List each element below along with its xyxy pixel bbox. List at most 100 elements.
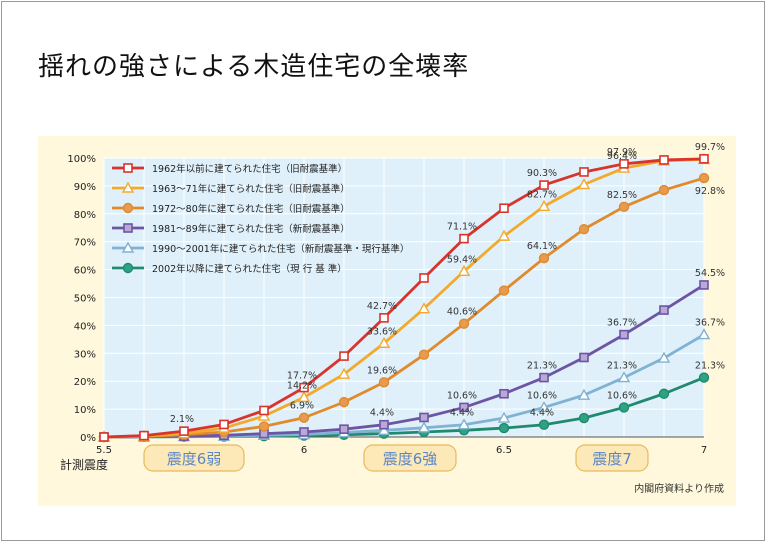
intensity-band: 震度6強 <box>363 444 457 472</box>
chart-svg: 0% 10% 20% 30% 40% 50% 60% 70% 80% 90% 100% 5.5 6 6.5… <box>60 142 725 495</box>
legend-entry: 2002年以降に建てられた住宅（現 行 基 準） <box>112 262 347 275</box>
data-point <box>297 390 311 403</box>
y-tick-label: 20% <box>74 377 96 388</box>
x-tick-label: 6.5 <box>496 445 512 456</box>
data-point <box>659 305 669 315</box>
data-point <box>298 412 310 423</box>
data-point <box>459 233 469 244</box>
data-point <box>578 412 590 424</box>
data-point <box>577 388 591 400</box>
data-point <box>377 336 391 348</box>
data-point <box>378 377 390 388</box>
data-point <box>658 388 670 399</box>
data-point <box>122 202 134 214</box>
legend-entry: 1962年以前に建てられた住宅（旧耐震基準） <box>112 163 347 175</box>
data-label: 21.3% <box>607 361 637 372</box>
x-tick-label: 7 <box>701 445 707 456</box>
data-label: 17.7% <box>287 371 317 382</box>
data-point <box>179 426 189 436</box>
data-label: 10.6% <box>607 390 637 401</box>
data-point <box>538 252 550 264</box>
source-note: 内閣府資料より作成 <box>634 482 724 495</box>
data-point <box>379 419 389 430</box>
data-label: 92.8% <box>695 186 725 197</box>
data-point <box>579 352 589 363</box>
chart-panel: 0% 10% 20% 30% 40% 50% 60% 70% 80% 90% 100% 5.5 6 6.5… <box>38 136 736 506</box>
data-label: 33.6% <box>367 326 397 337</box>
band-label: 震度6弱 <box>167 450 222 468</box>
data-point <box>258 421 270 432</box>
intensity-band: 震度7 <box>575 444 649 472</box>
data-point <box>658 184 670 196</box>
x-tick-label: 6 <box>301 445 307 456</box>
data-point <box>337 367 351 379</box>
data-point <box>379 313 389 323</box>
data-point <box>121 241 135 253</box>
y-tick-label: 30% <box>74 349 96 360</box>
band-badge <box>575 444 649 472</box>
data-point <box>619 159 629 169</box>
data-label: 36.7% <box>607 318 637 329</box>
data-point <box>659 155 669 165</box>
data-point <box>257 409 271 421</box>
data-label: 2.1% <box>170 414 194 425</box>
data-point <box>417 421 431 433</box>
data-label: 59.4% <box>447 254 477 265</box>
y-tick-label: 80% <box>74 210 96 221</box>
data-label: 71.1% <box>447 222 477 233</box>
data-label: 14.2% <box>287 380 317 391</box>
data-label: 42.7% <box>367 301 397 312</box>
data-point <box>417 302 431 314</box>
data-point <box>497 411 511 423</box>
data-point <box>123 163 133 173</box>
data-point <box>618 402 630 413</box>
data-point <box>339 424 349 434</box>
series-line <box>103 157 705 439</box>
data-label: 4.4% <box>530 408 554 419</box>
data-label: 97.9% <box>607 147 637 158</box>
data-point <box>299 427 309 437</box>
legend-entry: 1972～80年に建てられた住宅（旧耐震基準） <box>112 202 350 215</box>
data-point <box>619 329 629 340</box>
data-point <box>698 372 710 383</box>
data-labels: 2.1% 17.7% 42.7% 71.1% 90.3% 97.9% 99.7% 14.2% 3… <box>170 142 725 425</box>
data-label: 6.9% <box>290 401 314 412</box>
data-point <box>539 180 549 190</box>
y-tick-label: 40% <box>74 321 96 332</box>
data-point <box>537 199 551 211</box>
legend-label: 1990～2001年に建てられた住宅（新耐震基準・現行基準） <box>152 243 409 255</box>
legend-label: 1962年以前に建てられた住宅（旧耐震基準） <box>152 163 347 175</box>
data-point <box>498 285 510 296</box>
data-point <box>699 154 709 164</box>
data-label: 96.4% <box>607 151 637 162</box>
data-point <box>457 418 471 430</box>
data-point <box>139 430 149 441</box>
data-point <box>497 229 511 241</box>
legend: 1962年以前に建てられた住宅（旧耐震基準） 1963～71年に建てられた住宅（旧… <box>112 163 409 275</box>
series-line <box>103 157 705 439</box>
data-point <box>339 351 349 361</box>
data-point <box>498 422 510 434</box>
data-label: 82.5% <box>607 190 637 201</box>
legend-label: 1981～89年に建てられた住宅（新耐震基準） <box>152 223 350 235</box>
data-point <box>579 167 589 177</box>
series-0 <box>99 154 709 442</box>
data-point <box>99 432 109 442</box>
band-label: 震度7 <box>592 450 632 468</box>
legend-entry: 1981～89年に建てられた住宅（新耐震基準） <box>112 223 350 235</box>
data-label: 40.6% <box>447 307 477 318</box>
data-label: 54.5% <box>695 268 725 279</box>
band-badge <box>143 444 245 472</box>
data-label: 21.3% <box>527 361 557 372</box>
data-label: 82.7% <box>527 189 557 200</box>
intensity-bands: 震度6弱 震度6強 震度7 <box>143 444 649 472</box>
data-point <box>499 388 509 399</box>
data-label: 90.3% <box>527 168 557 179</box>
data-label: 10.6% <box>527 390 557 401</box>
intensity-band: 震度6弱 <box>143 444 245 472</box>
data-point <box>457 264 471 276</box>
data-label: 36.7% <box>695 318 725 329</box>
data-point <box>618 201 630 213</box>
data-label: 19.6% <box>367 365 397 376</box>
